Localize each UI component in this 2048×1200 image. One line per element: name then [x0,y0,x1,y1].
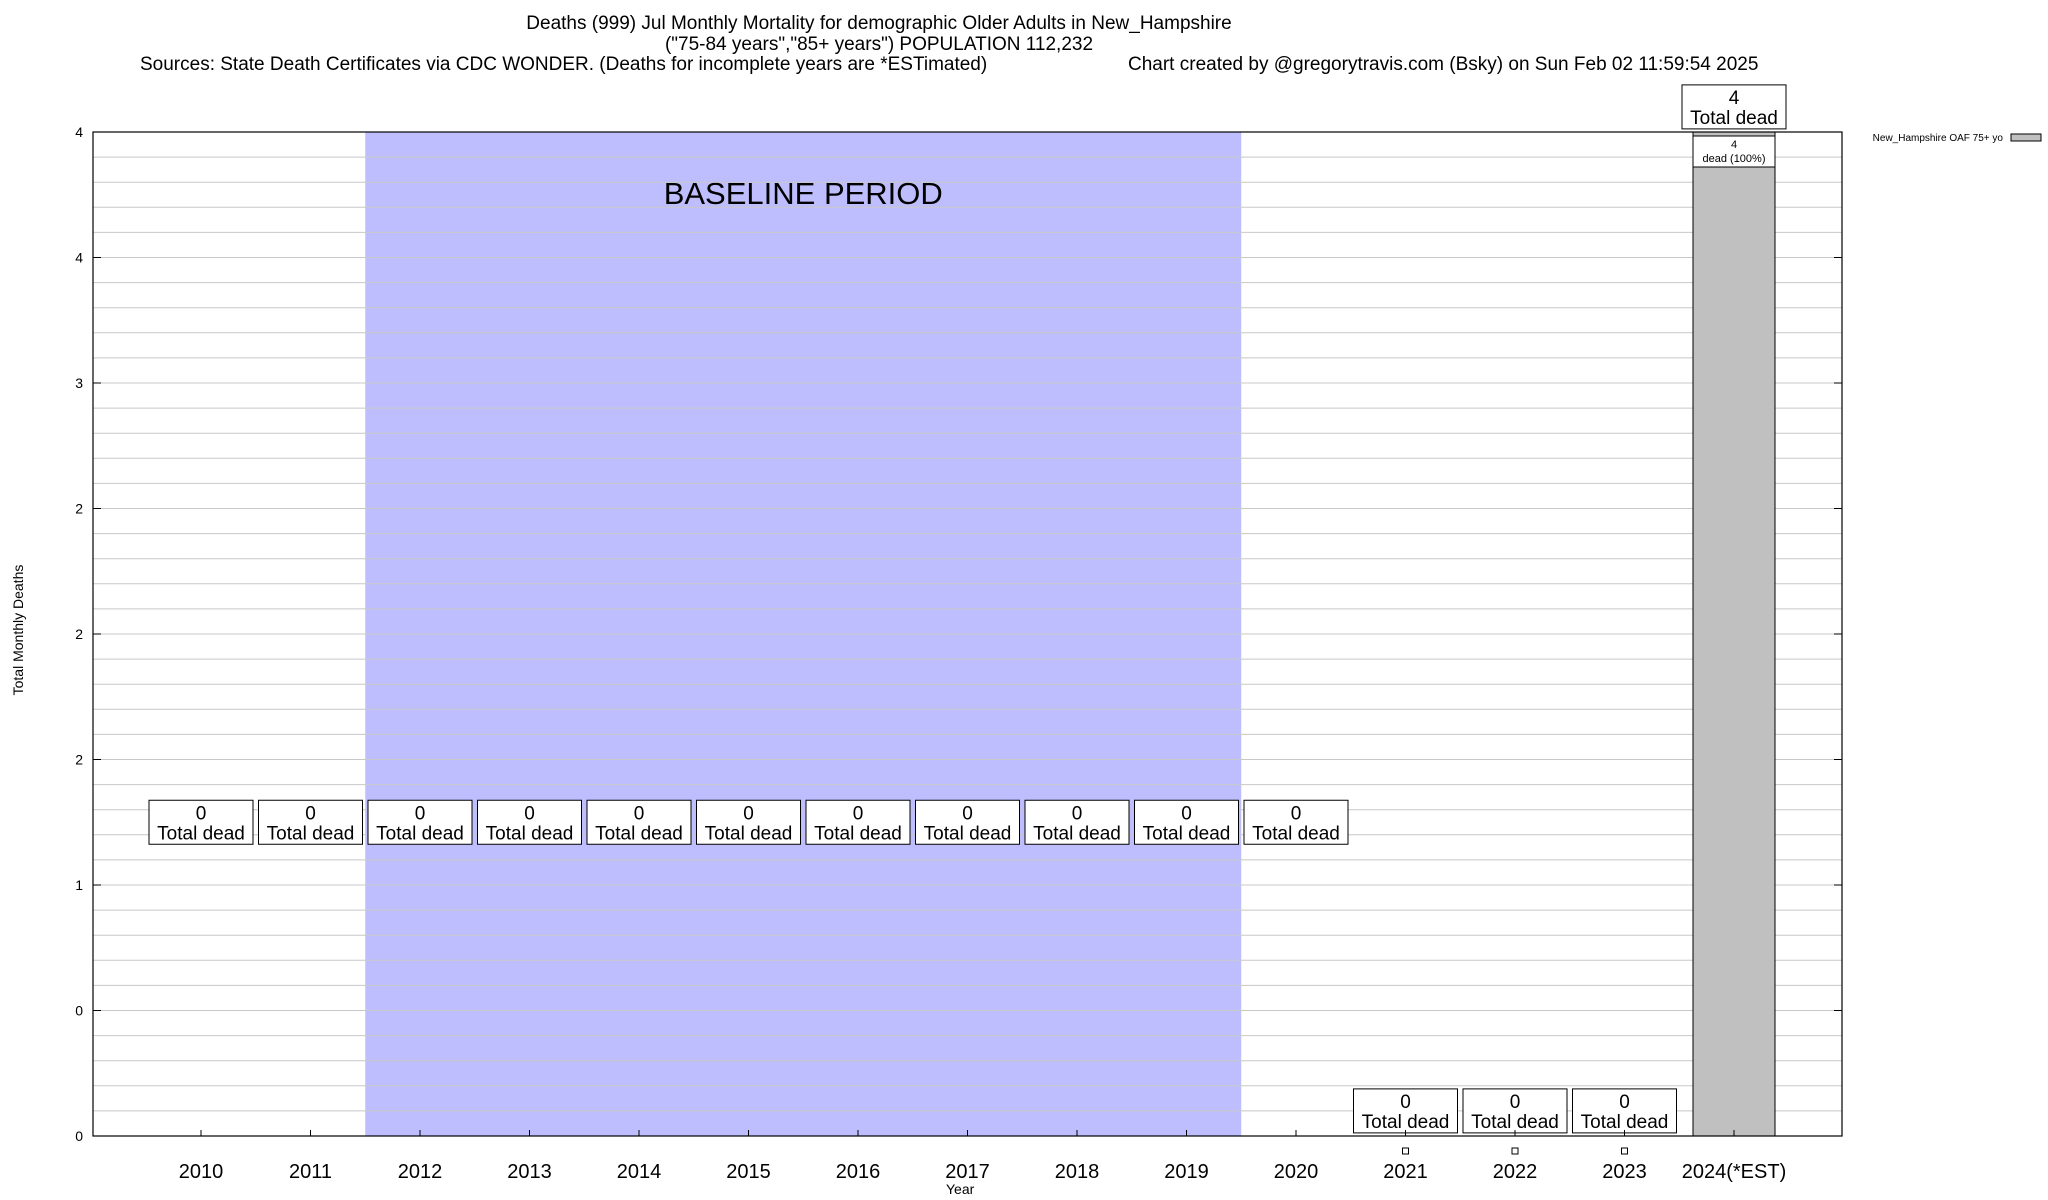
x-tick-label: 2019 [1164,1161,1209,1183]
total-label-value: 0 [1291,803,1302,824]
y-tick-label: 2 [75,626,83,642]
total-label-text: Total dead [267,823,355,844]
total-label-value: 0 [853,803,864,824]
total-label-text: Total dead [1362,1112,1450,1133]
total-label-value: 0 [524,803,535,824]
segment-label-text: dead (100%) [1703,153,1766,165]
y-axis-label: Total Monthly Deaths [10,564,26,696]
x-tick-label: 2023 [1602,1161,1647,1183]
total-label-value: 0 [962,803,973,824]
y-tick-label: 1 [75,877,83,893]
baseline-label: BASELINE PERIOD [664,176,943,211]
total-label-box [1681,84,1787,130]
total-label-box [1024,799,1130,845]
total-label-text: Total dead [924,823,1012,844]
x-tick-label: 2014 [617,1161,662,1183]
x-tick-label: 2018 [1055,1161,1100,1183]
y-tick-label: 2 [75,752,83,768]
y-tick-label: 4 [75,250,83,266]
total-label-box [258,799,363,845]
total-label-text: Total dead [705,823,793,844]
x-tick-label: 2016 [836,1161,881,1183]
x-tick-label: 2017 [945,1161,990,1183]
segment-label-box [1692,135,1776,168]
x-tick-label: 2020 [1274,1161,1319,1183]
chart-title: Deaths (999) Jul Monthly Mortality for d… [526,13,1232,34]
total-label-box [477,799,582,845]
x-tick-label: 2013 [507,1161,552,1183]
total-label-box [586,799,692,845]
total-label-box [805,799,911,845]
total-label-box [1462,1088,1568,1134]
total-label-text: Total dead [1690,108,1778,129]
sources-note: Sources: State Death Certificates via CD… [140,54,988,75]
x-tick-label: 2021 [1383,1161,1428,1183]
chart-subtitle: ("75-84 years","85+ years") POPULATION 1… [664,34,1094,55]
y-tick-label: 4 [75,124,83,140]
x-tick-label: 2011 [289,1161,332,1183]
total-label-box [696,799,801,845]
zero-marker [1511,1147,1519,1155]
x-tick-label: 2012 [398,1161,443,1183]
total-label-text: Total dead [1581,1112,1669,1133]
total-label-text: Total dead [1143,823,1231,844]
total-label-value: 0 [1619,1092,1630,1113]
segment-label-value: 4 [1731,139,1737,151]
y-tick-label: 3 [75,375,83,391]
chart-credit: Chart created by @gregorytravis.com (Bsk… [1128,54,1759,75]
total-label-value: 0 [1510,1092,1521,1113]
total-label-value: 4 [1729,88,1740,109]
total-label-text: Total dead [814,823,902,844]
y-tick-label: 2 [75,501,83,517]
total-label-value: 0 [743,803,754,824]
x-tick-label: 2015 [726,1161,771,1183]
total-label-box [1134,799,1239,845]
y-tick-label: 0 [75,1003,83,1019]
total-label-value: 0 [1400,1092,1411,1113]
total-label-text: Total dead [1471,1112,1559,1133]
legend-swatch [2010,133,2042,142]
total-label-text: Total dead [376,823,464,844]
total-label-value: 0 [196,803,207,824]
total-label-text: Total dead [486,823,574,844]
bar-2024(*EST) [1692,131,1776,1137]
total-label-text: Total dead [1033,823,1121,844]
total-label-text: Total dead [595,823,683,844]
x-tick-label: 2024(*EST) [1682,1161,1787,1183]
total-label-value: 0 [305,803,316,824]
x-axis-label: Year [946,1181,975,1197]
x-tick-label: 2022 [1493,1161,1538,1183]
y-tick-label: 0 [75,1128,83,1144]
total-label-box [1243,799,1349,845]
zero-marker [1402,1147,1409,1155]
total-label-value: 0 [634,803,645,824]
total-label-box [915,799,1020,845]
total-label-box [148,799,254,845]
total-label-box [1353,1088,1458,1134]
total-label-box [367,799,473,845]
x-tick-label: 2010 [179,1161,224,1183]
total-label-value: 0 [415,803,426,824]
total-label-value: 0 [1072,803,1083,824]
legend-label: New_Hampshire OAF 75+ yo [1873,133,2004,144]
total-label-text: Total dead [157,823,245,844]
total-label-value: 0 [1181,803,1192,824]
total-label-text: Total dead [1252,823,1340,844]
zero-marker [1621,1147,1628,1155]
